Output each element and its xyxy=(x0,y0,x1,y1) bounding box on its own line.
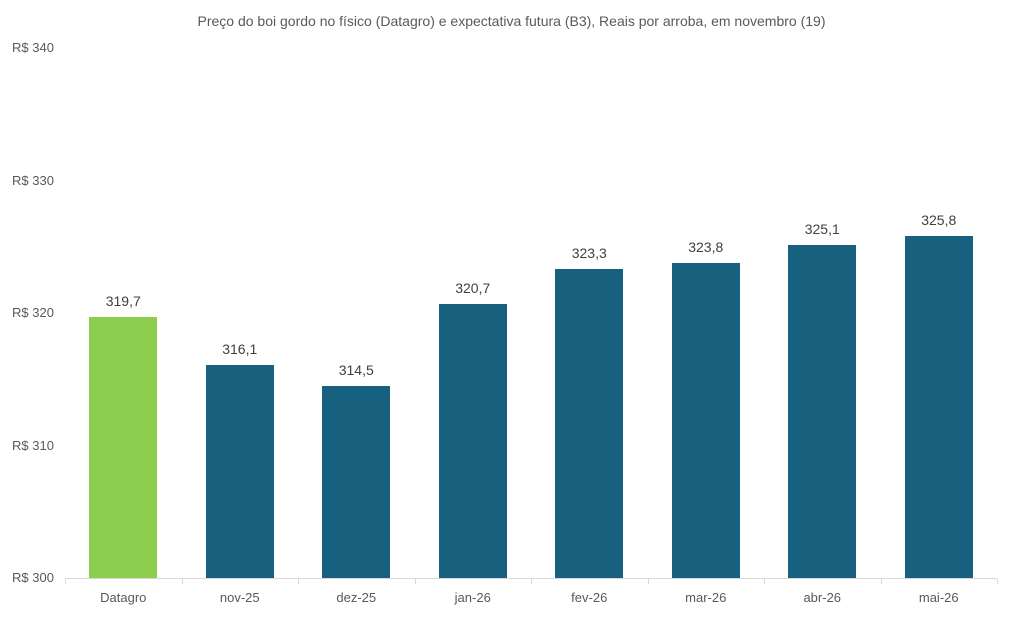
x-category-label: mai-26 xyxy=(918,590,959,605)
bar-mar-26 xyxy=(672,263,740,578)
bar-Datagro xyxy=(89,317,157,578)
bar-value-label: 325,8 xyxy=(921,212,957,228)
x-category-label: jan-26 xyxy=(454,590,491,605)
bar-jan-26 xyxy=(439,304,507,578)
bar-value-label: 323,8 xyxy=(688,239,724,255)
x-category-label: abr-26 xyxy=(803,590,842,605)
x-axis-tick xyxy=(298,579,299,584)
bar-nov-25 xyxy=(206,365,274,578)
y-tick-label: R$ 320 xyxy=(12,305,54,320)
x-category-label: nov-25 xyxy=(219,590,260,605)
x-axis-tick xyxy=(997,579,998,584)
bar-value-label: 316,1 xyxy=(222,341,258,357)
bar-fev-26 xyxy=(555,269,623,578)
x-axis-tick xyxy=(182,579,183,584)
x-axis-line xyxy=(65,578,997,579)
x-category-label: mar-26 xyxy=(685,590,727,605)
y-tick-label: R$ 300 xyxy=(12,570,54,585)
bar-value-label: 314,5 xyxy=(338,362,374,378)
chart-title: Preço do boi gordo no físico (Datagro) e… xyxy=(197,13,826,29)
y-tick-label: R$ 340 xyxy=(12,40,54,55)
x-category-label: Datagro xyxy=(100,590,147,605)
bar-value-label: 319,7 xyxy=(105,293,141,309)
x-axis-tick xyxy=(764,579,765,584)
bar-abr-26 xyxy=(788,245,856,578)
x-category-label: fev-26 xyxy=(571,590,608,605)
bar-value-label: 323,3 xyxy=(571,245,607,261)
x-axis-tick xyxy=(65,579,66,584)
bar-mai-26 xyxy=(905,236,973,578)
bar-dez-25 xyxy=(322,386,390,578)
y-tick-label: R$ 310 xyxy=(12,437,54,453)
x-axis-tick xyxy=(531,579,532,584)
bar-value-label: 325,1 xyxy=(804,221,840,237)
x-axis-tick xyxy=(415,579,416,584)
bar-value-label: 320,7 xyxy=(455,280,491,296)
x-axis-tick xyxy=(881,579,882,584)
x-category-label: dez-25 xyxy=(336,590,377,605)
y-tick-label: R$ 330 xyxy=(12,172,54,188)
x-axis-tick xyxy=(648,579,649,584)
